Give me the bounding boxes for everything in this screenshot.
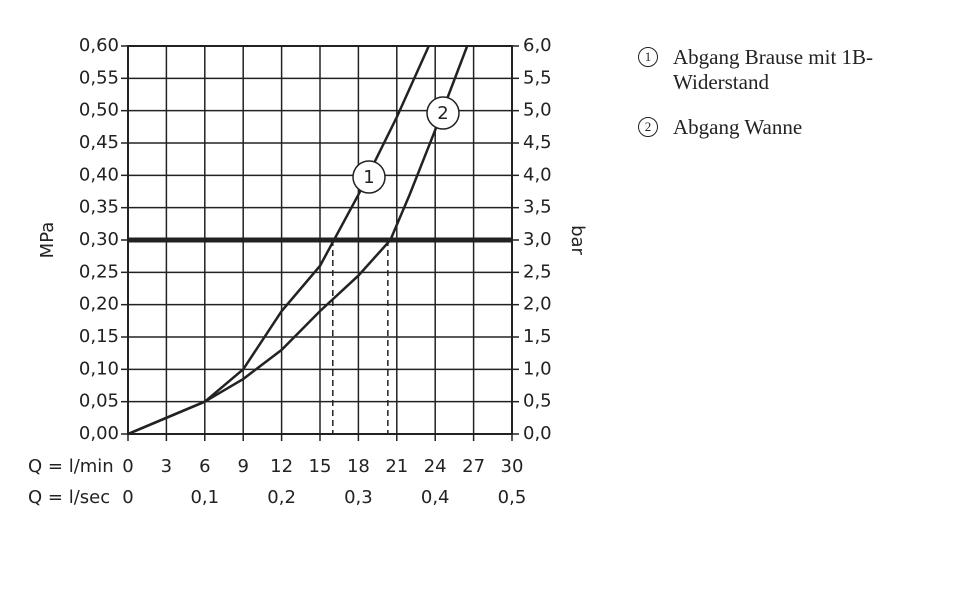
y2-tick-label: 1,0 <box>523 358 552 379</box>
x-tick-label: 12 <box>270 456 293 477</box>
x-tick-label: 21 <box>385 456 408 477</box>
y2-tick-label: 1,5 <box>523 326 552 347</box>
x-tick-label: 27 <box>462 456 485 477</box>
y2-tick-label: 4,0 <box>523 164 552 185</box>
y-tick-label: 0,35 <box>79 197 119 218</box>
x-tick-label: 15 <box>309 456 332 477</box>
y2-tick-label: 3,5 <box>523 197 552 218</box>
x2-tick-label: 0,1 <box>190 487 219 508</box>
x-tick-label: 24 <box>424 456 447 477</box>
y-tick-label: 0,05 <box>79 391 119 412</box>
x2-tick-label: 0,4 <box>421 487 450 508</box>
y2-tick-label: 4,5 <box>523 132 552 153</box>
x2-axis-label: Q = l/sec <box>28 487 110 508</box>
y-tick-label: 0,50 <box>79 100 119 121</box>
y2-tick-label: 0,0 <box>523 423 552 444</box>
x-tick-label: 9 <box>237 456 248 477</box>
x2-tick-label: 0 <box>122 487 133 508</box>
y-tick-label: 0,20 <box>79 294 119 315</box>
legend-marker: 1 <box>638 47 658 67</box>
x-axis-label: Q = l/min <box>28 456 114 477</box>
y-tick-label: 0,60 <box>79 35 119 56</box>
y2-tick-label: 2,0 <box>523 294 552 315</box>
y2-tick-label: 3,0 <box>523 229 552 250</box>
x-tick-label: 3 <box>161 456 172 477</box>
x-tick-label: 0 <box>122 456 133 477</box>
series-badge <box>426 96 460 130</box>
y-tick-label: 0,30 <box>79 229 119 250</box>
x2-tick-label: 0,2 <box>267 487 296 508</box>
y2-tick-label: 5,5 <box>523 67 552 88</box>
legend-item: 1 Abgang Brause mit 1B-Widerstand <box>638 45 938 95</box>
y-axis-label: MPa <box>37 222 58 259</box>
y2-tick-label: 2,5 <box>523 261 552 282</box>
legend-label: Abgang Brause mit 1B-Widerstand <box>673 45 874 94</box>
series-line <box>127 45 469 436</box>
y-tick-label: 0,45 <box>79 132 119 153</box>
x-tick-label: 6 <box>199 456 210 477</box>
y-tick-label: 0,00 <box>79 423 119 444</box>
y-tick-label: 0,10 <box>79 358 119 379</box>
legend-label: Abgang Wanne <box>673 115 803 139</box>
y-tick-label: 0,55 <box>79 67 119 88</box>
series-badge-label: 2 <box>437 103 448 124</box>
x2-tick-label: 0,3 <box>344 487 373 508</box>
y2-axis-label: bar <box>567 225 588 255</box>
y2-tick-label: 5,0 <box>523 100 552 121</box>
legend-item: 2 Abgang Wanne <box>638 115 938 140</box>
series-badge <box>352 160 386 194</box>
y-tick-label: 0,40 <box>79 164 119 185</box>
y-tick-label: 0,15 <box>79 326 119 347</box>
series-badge-label: 1 <box>363 167 374 188</box>
x-tick-label: 18 <box>347 456 370 477</box>
y2-tick-label: 6,0 <box>523 35 552 56</box>
y-tick-label: 0,25 <box>79 261 119 282</box>
y2-tick-label: 0,5 <box>523 391 552 412</box>
x2-tick-label: 0,5 <box>498 487 527 508</box>
x-tick-label: 30 <box>501 456 524 477</box>
legend-marker: 2 <box>638 117 658 137</box>
